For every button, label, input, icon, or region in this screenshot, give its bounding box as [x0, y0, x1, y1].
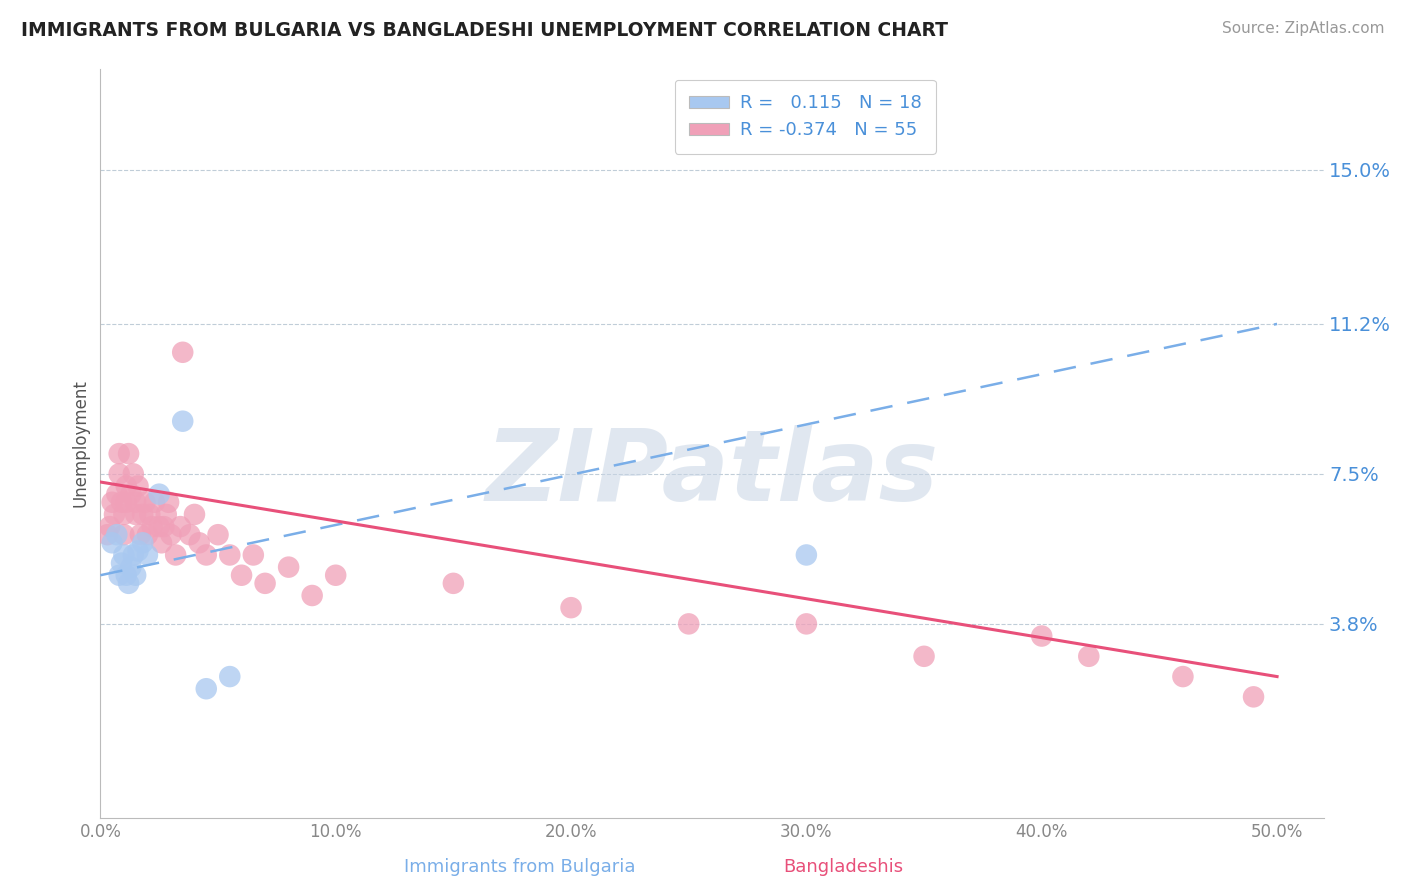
Point	[242, 548, 264, 562]
Point	[183, 508, 205, 522]
Point	[157, 495, 180, 509]
Point	[441, 576, 464, 591]
Point	[560, 600, 582, 615]
Point	[124, 568, 146, 582]
Point	[195, 681, 218, 696]
Point	[141, 519, 163, 533]
Point	[120, 487, 142, 501]
Point	[165, 548, 187, 562]
Point	[218, 669, 240, 683]
Point	[112, 527, 135, 541]
Point	[127, 479, 149, 493]
Point	[678, 616, 700, 631]
Point	[108, 467, 131, 481]
Point	[231, 568, 253, 582]
Point	[1077, 649, 1099, 664]
Point	[112, 548, 135, 562]
Point	[101, 495, 124, 509]
Point	[124, 508, 146, 522]
Point	[129, 527, 152, 541]
Point	[105, 487, 128, 501]
Text: IMMIGRANTS FROM BULGARIA VS BANGLADESHI UNEMPLOYMENT CORRELATION CHART: IMMIGRANTS FROM BULGARIA VS BANGLADESHI …	[21, 21, 948, 39]
Point	[1243, 690, 1265, 704]
Text: Bangladeshis: Bangladeshis	[783, 858, 904, 876]
Point	[110, 556, 132, 570]
Point	[1171, 669, 1194, 683]
Point	[136, 527, 159, 541]
Legend: R =   0.115   N = 18, R = -0.374   N = 55: R = 0.115 N = 18, R = -0.374 N = 55	[675, 79, 936, 153]
Point	[115, 495, 138, 509]
Point	[254, 576, 277, 591]
Point	[132, 536, 155, 550]
Point	[179, 527, 201, 541]
Point	[108, 568, 131, 582]
Y-axis label: Unemployment: Unemployment	[72, 380, 89, 508]
Point	[169, 519, 191, 533]
Point	[139, 508, 162, 522]
Point	[117, 576, 139, 591]
Point	[172, 345, 194, 359]
Point	[101, 536, 124, 550]
Point	[153, 519, 176, 533]
Point	[108, 447, 131, 461]
Point	[117, 447, 139, 461]
Point	[98, 519, 121, 533]
Point	[136, 548, 159, 562]
Point	[912, 649, 935, 664]
Point	[150, 536, 173, 550]
Point	[325, 568, 347, 582]
Point	[1031, 629, 1053, 643]
Point	[122, 467, 145, 481]
Point	[132, 508, 155, 522]
Point	[188, 536, 211, 550]
Point	[110, 495, 132, 509]
Point	[103, 508, 125, 522]
Point	[115, 568, 138, 582]
Point	[105, 527, 128, 541]
Point	[143, 495, 166, 509]
Point	[148, 519, 170, 533]
Point	[172, 414, 194, 428]
Text: Immigrants from Bulgaria: Immigrants from Bulgaria	[405, 858, 636, 876]
Point	[301, 589, 323, 603]
Point	[796, 616, 818, 631]
Point	[160, 527, 183, 541]
Point	[112, 508, 135, 522]
Point	[207, 527, 229, 541]
Point	[96, 527, 118, 541]
Point	[124, 495, 146, 509]
Point	[120, 560, 142, 574]
Point	[115, 479, 138, 493]
Point	[155, 508, 177, 522]
Point	[218, 548, 240, 562]
Text: Source: ZipAtlas.com: Source: ZipAtlas.com	[1222, 21, 1385, 36]
Point	[127, 544, 149, 558]
Point	[148, 487, 170, 501]
Point	[277, 560, 299, 574]
Text: ZIPatlas: ZIPatlas	[485, 425, 939, 522]
Point	[122, 548, 145, 562]
Point	[796, 548, 818, 562]
Point	[195, 548, 218, 562]
Point	[134, 495, 156, 509]
